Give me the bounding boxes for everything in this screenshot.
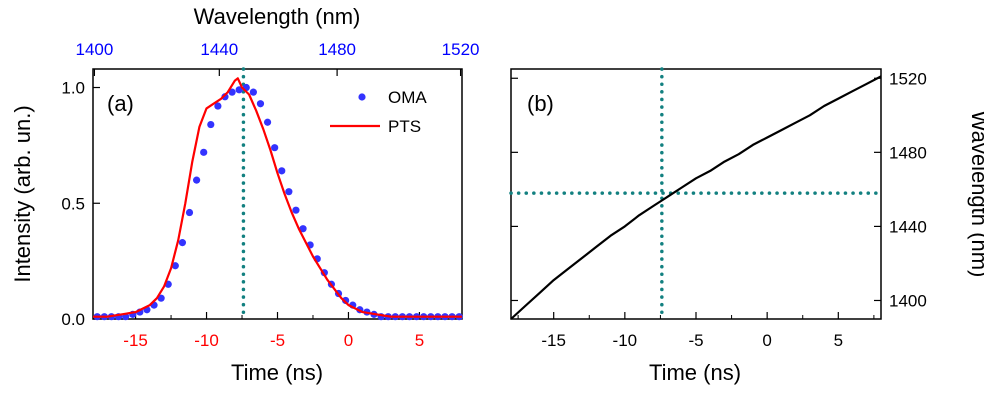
panel-label-b: (b): [527, 91, 554, 116]
legend-oma-swatch: [358, 93, 366, 101]
x-tick-label-a-3: 0: [344, 331, 353, 350]
point-oma-13: [185, 208, 194, 217]
x-tick-label-b-1: -10: [613, 331, 638, 350]
series-line-a-1: [93, 77, 462, 318]
point-oma-22: [249, 88, 257, 96]
y-ticks-a: 0.0 0.5 1.0: [61, 79, 100, 329]
x-ticks-b: -15 -10 -5 0 5: [517, 312, 875, 350]
point-oma-25: [271, 144, 279, 152]
point-oma-15: [200, 148, 208, 156]
point-oma-23: [256, 100, 265, 108]
panel-a: Wavelength (nm) Time (ns) Intensity (arb…: [10, 4, 479, 385]
x2-tick-label-a-0: 1400: [76, 40, 114, 59]
point-oma-17: [214, 102, 222, 110]
point-oma-29: [299, 225, 307, 233]
y-tick-label-b-2: 1480: [889, 143, 927, 162]
point-oma-26: [278, 167, 286, 175]
x-tick-label-a-4: 5: [415, 331, 424, 350]
legend-pts-label: PTS: [388, 117, 421, 136]
point-oma-35: [342, 296, 350, 305]
y-tick-label-b-0: 1400: [889, 291, 927, 310]
y-tick-label-a-0: 0.0: [61, 310, 85, 329]
point-oma-20: [235, 86, 243, 94]
x-tick-label-a-2: -5: [270, 331, 285, 350]
x-tick-label-a-0: -15: [123, 331, 148, 350]
panel-label-a: (a): [107, 91, 134, 116]
point-oma-16: [207, 120, 215, 129]
x2-tick-label-a-2: 1480: [318, 40, 356, 59]
point-oma-9: [157, 294, 165, 302]
y-tick-label-b-1: 1440: [889, 217, 927, 236]
series-a: [93, 77, 463, 321]
x2-tick-label-a-3: 1520: [442, 40, 480, 59]
y-tick-label-a-2: 1.0: [61, 79, 85, 98]
point-oma-24: [263, 118, 272, 126]
markers-b: [509, 67, 883, 321]
x-tick-label-b-3: 0: [762, 331, 771, 350]
point-oma-14: [193, 176, 201, 184]
y-tick-label-b-3: 1520: [889, 69, 927, 88]
legend-oma-label: OMA: [388, 88, 427, 107]
point-oma-12: [178, 239, 187, 247]
x-tick-label-b-2: -5: [688, 331, 703, 350]
legend-a: OMA PTS: [330, 88, 427, 136]
y-ticks-b: 1400 1440 1480 1520: [511, 69, 927, 310]
x-tick-label-a-1: -10: [194, 331, 219, 350]
series-b: [510, 75, 882, 320]
x-tick-label-b-0: -15: [541, 331, 566, 350]
point-oma-18: [221, 93, 229, 101]
x2-axis-title-a: Wavelength (nm): [194, 4, 361, 29]
x2-ticks-a: 1400 1440 1480 1520: [76, 40, 480, 76]
y-axis-title-a: Intensity (arb. un.): [10, 105, 35, 282]
x2-tick-label-a-1: 1440: [200, 40, 238, 59]
point-oma-19: [228, 88, 236, 96]
x-axis-title-a: Time (ns): [231, 360, 323, 385]
point-oma-11: [171, 262, 179, 270]
point-oma-28: [292, 206, 300, 214]
y-axis-title-b: Wavelength (nm): [967, 111, 984, 278]
y-tick-label-a-1: 0.5: [61, 194, 85, 213]
series-line-b-0: [510, 75, 882, 320]
x-tick-label-b-4: 5: [834, 331, 843, 350]
panel-b: Time (ns) Wavelength (nm) (b) 1400144014…: [509, 67, 984, 385]
point-oma-27: [285, 188, 293, 196]
x-axis-title-b: Time (ns): [649, 360, 741, 385]
